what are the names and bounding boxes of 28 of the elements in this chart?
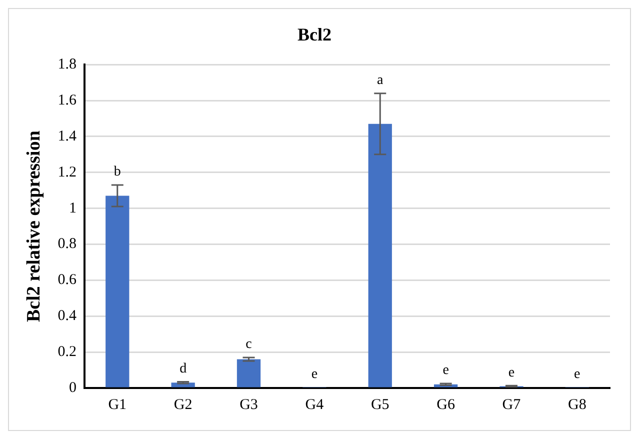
annotation: e (311, 367, 318, 382)
x-tick-label: G7 (502, 396, 522, 413)
annotation: b (114, 164, 121, 180)
y-tick-label: 0.8 (58, 236, 77, 252)
y-tick-label: 1.4 (58, 128, 78, 144)
annotation: d (180, 361, 187, 376)
annotation: e (442, 363, 449, 378)
y-tick-label: 1.2 (58, 164, 77, 180)
x-tick-label: G1 (108, 396, 127, 413)
x-tick-label: G3 (240, 396, 258, 413)
y-axis-title: Bcl2 relative expression (23, 130, 44, 322)
x-tick-label: G4 (305, 396, 324, 413)
y-tick-label: 1 (69, 200, 77, 216)
y-tick-label: 0.6 (58, 272, 78, 288)
y-tick-label: 1.6 (58, 92, 78, 108)
x-tick-label: G6 (436, 396, 456, 413)
x-tick-label: G8 (568, 396, 586, 413)
annotation: e (574, 367, 580, 382)
annotation: c (246, 337, 252, 352)
x-tick-label: G5 (370, 396, 390, 413)
y-tick-label: 0 (69, 380, 77, 396)
annotation: e (508, 365, 515, 380)
y-tick-label: 0.4 (58, 308, 78, 324)
x-tick-label: G2 (174, 396, 192, 413)
annotation: a (377, 73, 384, 88)
chart-title: Bcl2 (298, 24, 332, 44)
y-tick-label: 0.2 (58, 344, 77, 360)
y-tick-label: 1.8 (58, 56, 77, 73)
